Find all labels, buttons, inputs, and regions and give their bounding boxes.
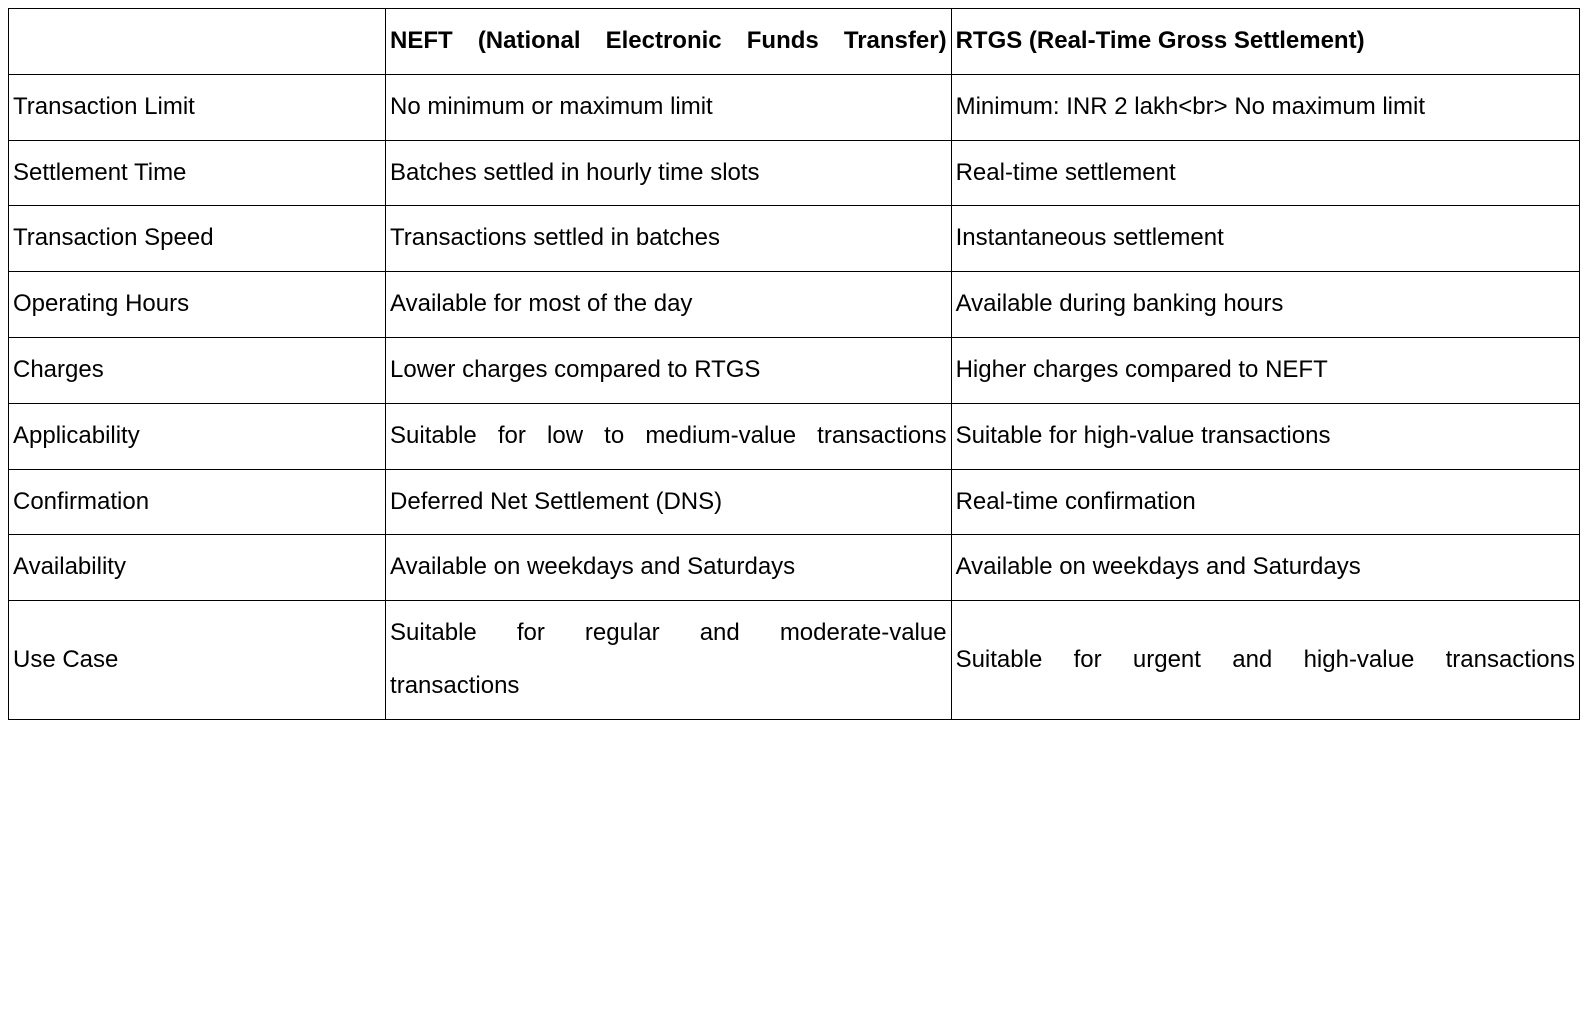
- cell-feature: Transaction Limit: [9, 74, 386, 140]
- cell-feature: Availability: [9, 535, 386, 601]
- table-header-row: NEFT (National Electronic Funds Transfer…: [9, 9, 1580, 75]
- col-header-neft: NEFT (National Electronic Funds Transfer…: [386, 9, 952, 75]
- col-header-rtgs: RTGS (Real-Time Gross Settlement): [951, 9, 1579, 75]
- table-body: Transaction LimitNo minimum or maximum l…: [9, 74, 1580, 719]
- table-row: AvailabilityAvailable on weekdays and Sa…: [9, 535, 1580, 601]
- table-row: Transaction SpeedTransactions settled in…: [9, 206, 1580, 272]
- cell-neft: Batches settled in hourly time slots: [386, 140, 952, 206]
- table-row: ApplicabilitySuitable for low to medium-…: [9, 403, 1580, 469]
- table-row: Use CaseSuitable for regular and moderat…: [9, 601, 1580, 720]
- cell-neft: Transactions settled in batches: [386, 206, 952, 272]
- cell-rtgs: Available during banking hours: [951, 272, 1579, 338]
- cell-rtgs: Suitable for high-value transactions: [951, 403, 1579, 469]
- comparison-table: NEFT (National Electronic Funds Transfer…: [8, 8, 1580, 720]
- table-row: ConfirmationDeferred Net Settlement (DNS…: [9, 469, 1580, 535]
- cell-neft: Suitable for regular and moderate-value …: [386, 601, 952, 720]
- col-header-feature: [9, 9, 386, 75]
- cell-neft: Lower charges compared to RTGS: [386, 337, 952, 403]
- cell-neft: Available for most of the day: [386, 272, 952, 338]
- cell-feature: Confirmation: [9, 469, 386, 535]
- cell-feature: Settlement Time: [9, 140, 386, 206]
- cell-feature: Operating Hours: [9, 272, 386, 338]
- cell-rtgs: Instantaneous settlement: [951, 206, 1579, 272]
- table-row: Transaction LimitNo minimum or maximum l…: [9, 74, 1580, 140]
- cell-rtgs: Real-time confirmation: [951, 469, 1579, 535]
- cell-feature: Use Case: [9, 601, 386, 720]
- cell-neft: Deferred Net Settlement (DNS): [386, 469, 952, 535]
- cell-rtgs: Real-time settlement: [951, 140, 1579, 206]
- table-row: Operating HoursAvailable for most of the…: [9, 272, 1580, 338]
- table-row: ChargesLower charges compared to RTGSHig…: [9, 337, 1580, 403]
- cell-feature: Charges: [9, 337, 386, 403]
- cell-neft: Suitable for low to medium-value transac…: [386, 403, 952, 469]
- cell-rtgs: Available on weekdays and Saturdays: [951, 535, 1579, 601]
- cell-feature: Applicability: [9, 403, 386, 469]
- cell-neft: Available on weekdays and Saturdays: [386, 535, 952, 601]
- cell-feature: Transaction Speed: [9, 206, 386, 272]
- cell-rtgs: Minimum: INR 2 lakh<br> No maximum limit: [951, 74, 1579, 140]
- cell-rtgs: Higher charges compared to NEFT: [951, 337, 1579, 403]
- cell-rtgs: Suitable for urgent and high-value trans…: [951, 601, 1579, 720]
- cell-neft: No minimum or maximum limit: [386, 74, 952, 140]
- table-row: Settlement TimeBatches settled in hourly…: [9, 140, 1580, 206]
